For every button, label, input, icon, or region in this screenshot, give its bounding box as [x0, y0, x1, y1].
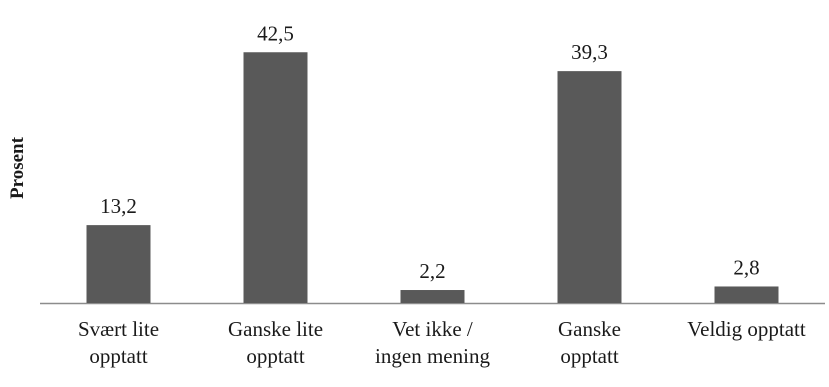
x-tick-label: Vet ikke / ingen mening [375, 317, 490, 368]
x-tick-label: Ganske lite opptatt [228, 317, 323, 368]
bar [86, 225, 151, 303]
x-tick-label: Veldig opptatt [687, 317, 806, 341]
bar [243, 52, 308, 303]
data-label: 39,3 [571, 40, 608, 64]
y-axis-label-text: Prosent [7, 137, 28, 199]
x-tick-label: Ganske opptatt [558, 317, 621, 368]
data-label: 2,8 [733, 255, 759, 279]
bar [714, 286, 779, 303]
x-tick-label: Svært lite opptatt [78, 317, 159, 368]
data-label: 13,2 [100, 194, 137, 218]
bar [400, 290, 465, 303]
data-label: 42,5 [257, 21, 294, 45]
data-label: 2,2 [419, 259, 445, 283]
bar [557, 71, 622, 303]
